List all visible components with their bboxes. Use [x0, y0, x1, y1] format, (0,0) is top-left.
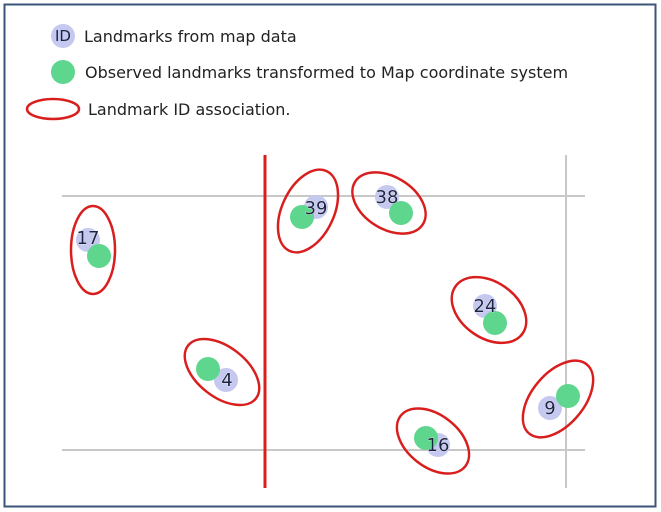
map-landmark-marker [538, 396, 562, 420]
map-landmark-marker [375, 185, 399, 209]
observed-landmark-marker [87, 244, 111, 268]
legend-map-landmark-swatch [51, 24, 75, 48]
landmark-38: 38 [351, 171, 427, 235]
diagram-frame [3, 3, 657, 508]
landmark-id-label: 16 [427, 435, 450, 456]
landmark-39: 39 [276, 168, 340, 254]
landmark-4: 4 [183, 337, 261, 407]
association-ring [183, 337, 261, 407]
legend-map-landmarks-label: Landmarks from map data [84, 27, 297, 46]
landmark-9: 9 [521, 359, 595, 439]
association-ring [276, 168, 340, 254]
map-landmark-marker [214, 368, 238, 392]
legend-association-swatch [25, 97, 81, 121]
legend: ID Landmarks from map data Observed land… [25, 24, 568, 121]
legend-association-label: Landmark ID association. [88, 100, 291, 119]
legend-observed-swatch [51, 60, 75, 84]
observed-landmark-marker [389, 201, 413, 225]
association-ring [521, 359, 595, 439]
observed-landmark-marker [556, 384, 580, 408]
map-grid [62, 155, 585, 488]
legend-observed-label: Observed landmarks transformed to Map co… [85, 63, 568, 82]
landmark-id-label: 9 [544, 398, 555, 419]
landmark-id-label: 4 [221, 370, 232, 391]
association-ring [450, 275, 528, 345]
observed-landmark-marker [483, 311, 507, 335]
landmark-id-label: 17 [77, 228, 100, 249]
observed-landmark-marker [196, 357, 220, 381]
landmark-17: 17 [69, 204, 117, 296]
legend-id-marker-text: ID [55, 27, 71, 45]
landmark-id-label: 39 [305, 198, 328, 219]
association-ring [351, 171, 427, 235]
observed-landmark-marker [290, 205, 314, 229]
association-ring [69, 204, 117, 296]
landmark-id-label: 38 [376, 187, 399, 208]
association-ring [395, 407, 471, 475]
landmark-24: 24 [450, 275, 528, 345]
landmark-id-label: 24 [474, 296, 497, 317]
observed-landmark-marker [414, 426, 438, 450]
landmark-16: 16 [395, 407, 471, 475]
landmarks-layer: 17 4 39 38 24 9 16 [69, 168, 595, 475]
